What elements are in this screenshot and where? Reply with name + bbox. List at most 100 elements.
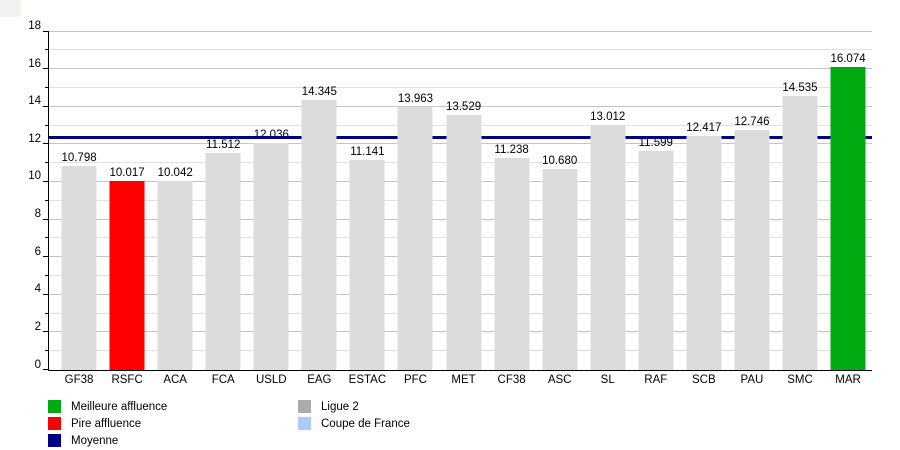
legend-label: Moyenne (71, 434, 119, 447)
bar-estac (349, 160, 385, 370)
x-axis-label: RAF (644, 373, 668, 386)
bar-value-label: 10.042 (157, 166, 193, 179)
bar-slot-rsfc: 10.017 RSFC (103, 31, 151, 385)
legend-column-1: Meilleure affluence Pire affluence Moyenne (48, 398, 167, 449)
x-axis-label: MAR (835, 373, 861, 386)
bar-value-label: 12.746 (734, 115, 770, 128)
x-axis-label: ACA (163, 373, 187, 386)
bar-slot-fca: 11.512 FCA (199, 31, 247, 386)
bar-slot-usld: 12.036USLD (247, 31, 295, 385)
bar-value-label: 13.012 (590, 110, 626, 123)
x-axis-label: ESTAC (348, 373, 387, 386)
legend-item: Ligue 2 (298, 398, 410, 415)
bar-slot-cf38: 11.238 CF38 (488, 31, 536, 386)
x-axis-label: PAU (740, 373, 764, 386)
bar-slot-asc: 10.680 ASC (536, 31, 584, 386)
bar-value-label: 14.535 (782, 82, 818, 95)
bar-asc (542, 168, 578, 370)
x-axis-label: SL (600, 373, 615, 386)
bar-value-label: 10.798 (61, 152, 97, 165)
x-axis-label: MET (451, 373, 476, 386)
bar-value-label: 12.417 (686, 122, 722, 134)
bar-slot-smc: 14.535 SMC (776, 31, 824, 385)
corner-artifact (0, 0, 21, 17)
gridline (49, 49, 872, 51)
y-axis-tick (45, 237, 49, 239)
bar-usld (253, 143, 289, 370)
legend-item: Meilleure affluence (48, 398, 167, 415)
bar-slot-mar: 16.074 MAR (824, 31, 872, 385)
bar-scb (686, 136, 722, 370)
legend-item: Pire affluence (48, 415, 167, 432)
y-axis-tick (43, 68, 49, 70)
legend-swatch-red (48, 417, 61, 430)
legend-swatch-navy (48, 434, 61, 447)
legend-label: Coupe de France (321, 417, 410, 430)
x-axis-label: EAG (307, 373, 332, 386)
gridline (49, 30, 872, 32)
bar-slot-sl: 13.012 SL (584, 31, 632, 386)
bar-slot-gf38: 10.798 GF38 (55, 31, 103, 385)
y-axis-tick (45, 124, 49, 126)
gridline (49, 68, 872, 70)
y-axis-label: 16 (28, 57, 41, 70)
bar-value-label: 11.141 (350, 146, 385, 158)
y-axis-tick (43, 218, 49, 220)
gridline (49, 105, 872, 107)
bar-value-label: 16.074 (830, 53, 866, 66)
legend-item: Coupe de France (298, 415, 410, 432)
bar-value-label: 13.963 (397, 92, 434, 105)
y-axis-tick (43, 331, 49, 333)
bar-slot-estac: 11.141 ESTAC (343, 31, 391, 386)
bar-raf (638, 151, 674, 370)
legend-label: Ligue 2 (321, 400, 359, 413)
gridline (49, 86, 872, 88)
bar-slot-aca: 10.042 ACA (151, 31, 199, 386)
x-axis-label: RSFC (111, 373, 143, 386)
bar-value-label: 10.017 (109, 167, 145, 180)
bar-slot-met: 13.529 MET (440, 31, 488, 385)
y-axis-label: 4 (34, 283, 41, 296)
bar-value-label: 13.529 (445, 101, 482, 114)
bar-slot-pfc: 13.963 PFC (391, 31, 439, 386)
legend-swatch-gray (298, 400, 311, 413)
bar-rsfc (109, 181, 145, 370)
bar-met (446, 115, 482, 370)
legend-item: Moyenne (48, 432, 167, 449)
y-axis-tick (45, 199, 49, 201)
legend-column-2: Ligue 2 Coupe de France (298, 398, 410, 432)
y-axis-tick (45, 312, 49, 314)
y-axis-tick (45, 86, 49, 88)
x-axis-label: USLD (255, 373, 287, 386)
y-axis-tick (45, 162, 49, 164)
x-axis-label: CF38 (497, 373, 526, 386)
legend-swatch-green (48, 400, 61, 413)
bar-smc (782, 96, 818, 370)
bar-slot-pau: 12.746 PAU (728, 31, 776, 386)
y-axis-tick (43, 105, 49, 107)
bar-value-label: 11.599 (638, 137, 673, 150)
y-axis-tick (43, 180, 49, 182)
x-axis-label: PFC (403, 373, 427, 386)
bar-mar (830, 67, 866, 370)
y-axis-tick (43, 256, 49, 258)
x-axis-label: ASC (547, 373, 572, 386)
x-axis-label: SMC (787, 373, 813, 386)
y-axis-tick (45, 350, 49, 352)
bar-value-label: 11.238 (494, 144, 529, 157)
y-axis-label: 14 (28, 95, 41, 108)
legend-label: Meilleure affluence (71, 400, 168, 413)
plot-area: 0 2 4 6 8 10 12 14 16 18 10.798 GF38 10.017 RSFC 10.0… (28, 20, 872, 386)
legend-label: Pire affluence (71, 417, 142, 430)
bar-gf38 (61, 166, 97, 370)
y-axis-label: 18 (28, 20, 41, 32)
y-axis-label: 12 (28, 132, 41, 145)
y-axis-tick (43, 293, 49, 295)
bar-slot-raf: 11.599 RAF (632, 31, 680, 386)
y-axis-tick (45, 274, 49, 276)
y-axis-tick (43, 369, 49, 370)
bars-layer: 10.798 GF38 10.017 RSFC 10.042 ACA 11.512 FCA 12… (55, 31, 872, 386)
y-axis-label: 8 (34, 208, 41, 221)
y-axis-label: 6 (34, 245, 41, 258)
